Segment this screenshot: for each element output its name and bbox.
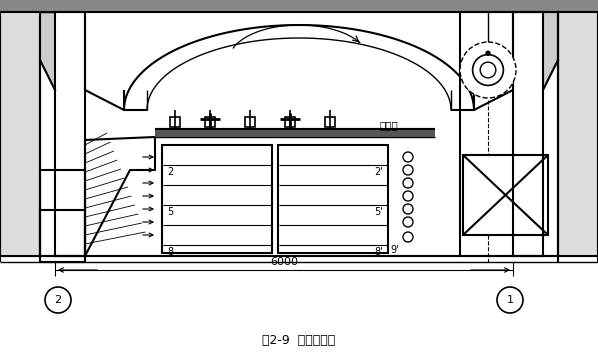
Text: 图2-9  鱼类冻结间: 图2-9 鱼类冻结间 xyxy=(263,334,335,346)
Text: 1: 1 xyxy=(507,295,514,305)
Text: 档风槽: 档风槽 xyxy=(380,120,399,130)
Circle shape xyxy=(403,165,413,175)
Bar xyxy=(40,170,85,256)
Circle shape xyxy=(45,287,71,313)
Bar xyxy=(170,117,180,127)
Text: 2: 2 xyxy=(54,295,62,305)
Text: 8': 8' xyxy=(374,247,383,257)
Bar xyxy=(325,117,335,127)
Circle shape xyxy=(403,217,413,227)
Bar xyxy=(40,210,85,262)
Circle shape xyxy=(497,287,523,313)
Circle shape xyxy=(403,152,413,162)
Circle shape xyxy=(403,178,413,188)
Circle shape xyxy=(403,191,413,201)
Circle shape xyxy=(480,62,496,78)
Text: 9': 9' xyxy=(390,245,399,255)
Bar xyxy=(162,145,272,253)
Bar xyxy=(513,12,543,256)
Text: 6000: 6000 xyxy=(270,257,298,267)
Bar xyxy=(558,12,598,256)
Circle shape xyxy=(403,232,413,242)
Bar xyxy=(278,145,388,253)
Text: 8: 8 xyxy=(167,247,173,257)
Polygon shape xyxy=(543,12,558,90)
Bar xyxy=(285,117,295,127)
Circle shape xyxy=(403,204,413,214)
Bar xyxy=(155,130,435,137)
Bar xyxy=(463,155,548,235)
Bar xyxy=(460,12,558,256)
Bar xyxy=(0,0,598,12)
Bar xyxy=(205,117,215,127)
Bar xyxy=(55,12,85,256)
Bar xyxy=(0,12,40,256)
Text: 2: 2 xyxy=(167,167,173,177)
Polygon shape xyxy=(40,12,55,90)
Text: 5': 5' xyxy=(374,207,383,217)
Bar xyxy=(245,117,255,127)
Circle shape xyxy=(472,54,504,85)
Text: 5: 5 xyxy=(167,207,173,217)
Text: 2': 2' xyxy=(374,167,383,177)
Circle shape xyxy=(486,51,490,55)
Circle shape xyxy=(460,42,516,98)
